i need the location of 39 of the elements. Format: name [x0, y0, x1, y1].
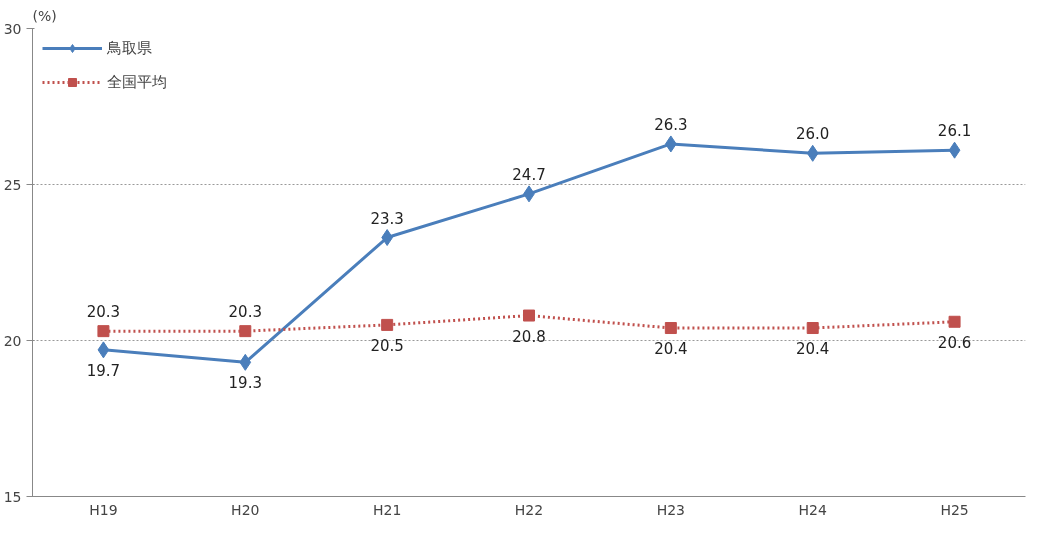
x-tick-label: H22	[514, 501, 544, 518]
point	[97, 325, 110, 338]
point	[664, 322, 677, 335]
data-label: 20.3	[86, 303, 121, 322]
data-label: 24.7	[512, 165, 546, 184]
data-label: 19.7	[86, 361, 121, 380]
x-tick-label: H20	[231, 501, 260, 518]
point	[381, 318, 394, 331]
point	[523, 309, 535, 322]
x-tick-label: H21	[372, 501, 402, 518]
legend-label: 鳥取県	[107, 38, 152, 58]
point	[948, 141, 961, 159]
y-tick-label: 30	[3, 20, 22, 37]
x-tick-label: H25	[940, 501, 969, 518]
data-label: 26.3	[654, 115, 688, 134]
y-tick-label: 15	[3, 488, 22, 505]
data-label: 19.3	[228, 374, 262, 393]
data-label: 26.1	[937, 122, 972, 141]
data-label: 26.0	[796, 125, 830, 144]
point	[948, 315, 961, 328]
data-label: 20.4	[796, 340, 830, 359]
data-label: 20.6	[937, 333, 972, 352]
y-tick-label: 25	[3, 176, 22, 193]
x-tick-label: H23	[656, 501, 686, 518]
data-label: 20.4	[654, 340, 688, 359]
data-label: 20.5	[370, 336, 404, 355]
y-axis-title: (%)	[32, 7, 57, 24]
point	[806, 322, 819, 335]
legend-label: 全国平均	[107, 72, 167, 92]
y-tick-label: 20	[3, 332, 22, 349]
x-tick-label: H24	[798, 501, 827, 518]
point	[239, 353, 252, 371]
point	[239, 325, 252, 338]
data-label: 23.3	[370, 209, 404, 228]
data-label: 20.8	[512, 327, 546, 346]
data-label: 20.3	[228, 303, 262, 322]
point	[97, 341, 110, 359]
x-tick-label: H19	[89, 501, 118, 518]
point	[806, 144, 819, 162]
